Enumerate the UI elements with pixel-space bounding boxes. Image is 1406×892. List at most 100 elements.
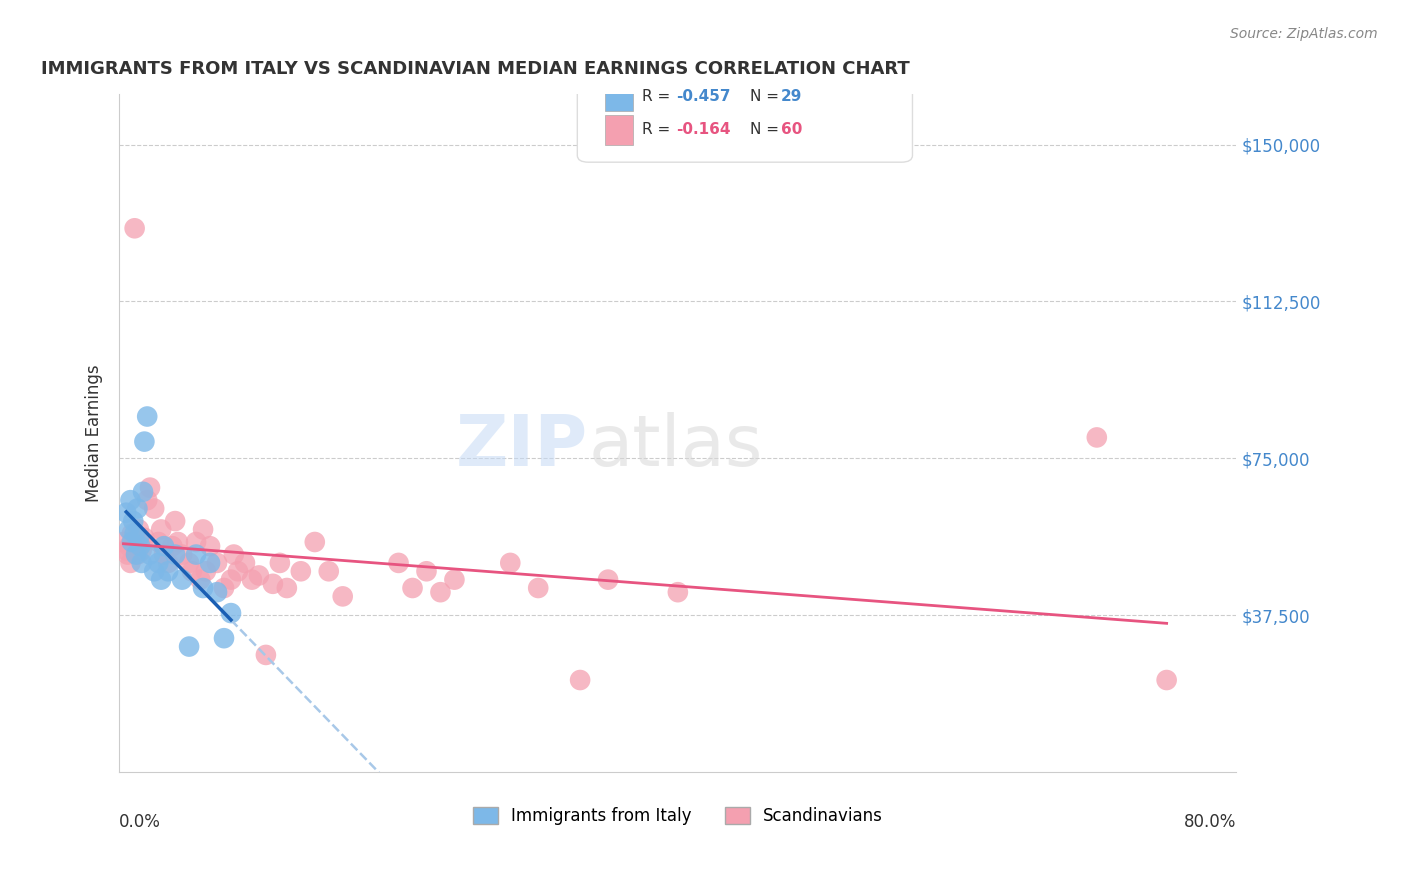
FancyBboxPatch shape (578, 54, 912, 162)
Point (132, 484, 155, 499)
Point (127, 548, 149, 562)
Point (157, 556, 180, 570)
Point (136, 409, 159, 424)
Point (162, 539, 184, 553)
Point (219, 606, 242, 620)
Point (184, 535, 207, 549)
Legend: Immigrants from Italy, Scandinavians: Immigrants from Italy, Scandinavians (465, 800, 890, 831)
Point (304, 535, 326, 549)
Point (112, 535, 135, 549)
Point (143, 501, 166, 516)
Point (129, 535, 152, 549)
Point (276, 581, 298, 595)
Text: ZIP: ZIP (456, 412, 589, 482)
Text: Source: ZipAtlas.com: Source: ZipAtlas.com (1230, 27, 1378, 41)
Point (120, 493, 142, 508)
Point (120, 556, 142, 570)
Point (134, 531, 156, 545)
Point (121, 535, 143, 549)
Point (332, 590, 354, 604)
Point (269, 556, 291, 570)
Point (117, 548, 139, 562)
Point (139, 481, 162, 495)
Point (122, 514, 145, 528)
Text: 29: 29 (780, 89, 801, 104)
Text: 0.0%: 0.0% (120, 813, 162, 830)
Point (153, 539, 176, 553)
Point (129, 539, 152, 553)
Point (290, 564, 312, 578)
Point (177, 640, 200, 654)
Point (1156, 673, 1178, 687)
Text: 80.0%: 80.0% (1184, 813, 1236, 830)
Text: atlas: atlas (589, 412, 763, 482)
Point (134, 434, 156, 449)
Point (226, 564, 249, 578)
Point (318, 564, 340, 578)
Point (150, 573, 173, 587)
Point (127, 501, 149, 516)
Point (205, 556, 228, 570)
Point (198, 539, 221, 553)
Point (666, 585, 689, 599)
Point (172, 573, 194, 587)
Point (167, 535, 190, 549)
Text: -0.457: -0.457 (676, 89, 730, 104)
Point (124, 221, 146, 235)
Point (188, 573, 211, 587)
Point (139, 548, 162, 562)
Point (118, 539, 141, 553)
Point (121, 526, 143, 541)
Point (194, 564, 217, 578)
Point (401, 581, 423, 595)
Point (148, 535, 170, 549)
Point (131, 543, 153, 558)
Point (125, 539, 148, 553)
Text: N =: N = (751, 122, 785, 137)
Point (527, 581, 550, 595)
Text: 60: 60 (780, 122, 801, 137)
Point (191, 581, 214, 595)
Point (233, 556, 256, 570)
Y-axis label: Median Earnings: Median Earnings (86, 365, 103, 502)
Point (128, 531, 150, 545)
Point (1085, 430, 1108, 444)
Point (128, 523, 150, 537)
Point (115, 543, 138, 558)
Point (247, 568, 270, 582)
Point (143, 564, 166, 578)
Point (222, 548, 245, 562)
Point (262, 577, 284, 591)
Point (387, 556, 409, 570)
Point (180, 564, 202, 578)
Text: -0.164: -0.164 (676, 122, 730, 137)
Point (148, 556, 170, 570)
Point (429, 585, 451, 599)
Point (443, 573, 465, 587)
Point (212, 581, 235, 595)
Point (212, 631, 235, 645)
Point (415, 564, 437, 578)
Point (596, 573, 619, 587)
Text: R =: R = (643, 122, 675, 137)
Point (165, 514, 187, 528)
FancyBboxPatch shape (605, 81, 633, 112)
Point (136, 493, 159, 508)
Point (157, 564, 180, 578)
Text: N =: N = (751, 89, 785, 104)
Point (165, 548, 187, 562)
Point (184, 548, 207, 562)
Point (125, 548, 148, 562)
Text: R =: R = (643, 89, 675, 104)
Point (150, 523, 173, 537)
Point (115, 506, 138, 520)
Point (240, 573, 263, 587)
Point (118, 523, 141, 537)
Point (205, 585, 228, 599)
Text: IMMIGRANTS FROM ITALY VS SCANDINAVIAN MEDIAN EARNINGS CORRELATION CHART: IMMIGRANTS FROM ITALY VS SCANDINAVIAN ME… (41, 60, 910, 78)
FancyBboxPatch shape (605, 115, 633, 145)
Point (153, 548, 176, 562)
Point (177, 556, 200, 570)
Point (198, 556, 221, 570)
Point (124, 526, 146, 541)
